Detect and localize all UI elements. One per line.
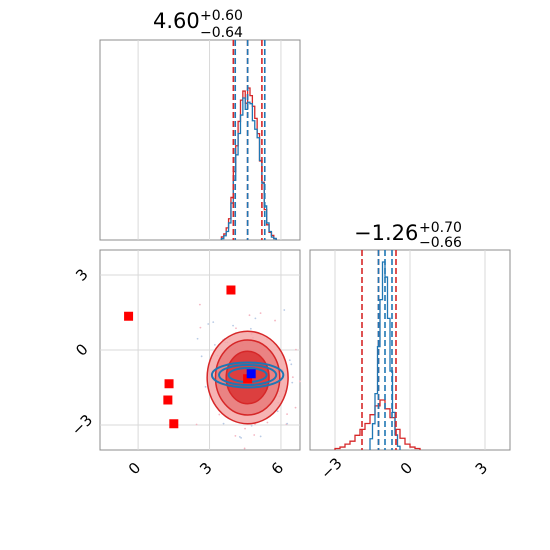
red-square-marker	[164, 379, 174, 389]
title-lower-error: −0.66	[419, 235, 462, 251]
red-square-marker	[169, 419, 179, 429]
sample-point	[286, 413, 288, 416]
red-histogram-series	[220, 87, 277, 240]
sample-point	[249, 327, 252, 330]
title-upper-error: +0.70	[419, 220, 462, 236]
marginal-histogram-param-1: 4.60 +0.60 −0.64	[99, 8, 301, 241]
sample-point	[276, 410, 279, 413]
sample-point	[238, 435, 241, 438]
red-histogram	[220, 87, 277, 240]
y-tick-label: 0	[72, 340, 91, 359]
quantile-lines	[232, 40, 266, 240]
sample-point	[199, 326, 202, 329]
sample-point	[213, 343, 216, 346]
sample-point	[250, 424, 253, 427]
sample-point	[266, 421, 269, 424]
x-tick-labels: 0 3 6	[125, 459, 287, 478]
title-lower-error: −0.64	[200, 25, 243, 41]
x-tick-label: −3	[317, 454, 345, 482]
sample-point	[253, 434, 256, 436]
red-histogram	[334, 399, 421, 450]
sample-point	[259, 435, 262, 438]
sample-point	[254, 317, 257, 320]
sample-point	[222, 422, 225, 425]
y-tick-label: 3	[72, 265, 91, 284]
sample-point	[234, 434, 237, 437]
blue-histogram-series	[220, 97, 277, 240]
blue-contours	[210, 361, 285, 389]
x-tick-label: 3	[196, 459, 215, 478]
sample-point	[298, 380, 301, 383]
gridlines	[334, 250, 486, 450]
x-tick-label: 0	[125, 459, 144, 478]
2d-contour-panel: 0 3 6 3 0 −3	[68, 249, 301, 478]
sample-point	[290, 363, 293, 366]
sample-point	[248, 314, 251, 317]
sample-point	[291, 376, 294, 379]
sample-point	[283, 309, 286, 311]
sample-point	[240, 436, 243, 439]
sample-point	[212, 321, 215, 324]
sample-point	[259, 312, 262, 314]
panel-frame	[99, 39, 301, 241]
x-tick-label: 0	[397, 459, 416, 478]
title-value: −1.26	[354, 221, 418, 245]
blue-contour-level	[218, 364, 278, 386]
blue-histogram	[220, 97, 277, 240]
markers	[124, 285, 256, 429]
red-square-marker	[124, 311, 134, 321]
sample-point	[288, 359, 291, 362]
red-histogram-series	[334, 399, 421, 450]
x-tick-label: 6	[268, 459, 287, 478]
y-tick-label: −3	[68, 411, 96, 439]
sample-point	[274, 319, 276, 322]
sample-point	[295, 348, 297, 351]
sample-point	[204, 385, 207, 388]
y-tick-labels: 3 0 −3	[68, 265, 96, 439]
sample-point	[207, 323, 210, 325]
sample-point	[218, 413, 221, 416]
marginal-histogram-param-2: −3 0 3 −1.26 +0.70 −0.66	[309, 220, 511, 483]
quantile-lines	[361, 250, 397, 450]
red-square-marker	[243, 374, 253, 384]
sample-point	[291, 381, 294, 384]
title-upper-error: +0.60	[200, 8, 243, 24]
sample-point	[232, 324, 234, 327]
sample-point	[200, 355, 203, 358]
sample-point	[235, 327, 237, 330]
title-value: 4.60	[153, 9, 200, 33]
sample-point	[244, 427, 246, 430]
red-contours	[206, 330, 289, 425]
x-tick-label: 3	[472, 459, 491, 478]
blue-contour-level	[210, 361, 285, 389]
x-tick-labels: −3 0 3	[317, 454, 491, 482]
sample-point	[196, 337, 199, 340]
gridlines	[100, 250, 300, 450]
red-square-marker	[226, 285, 236, 295]
sample-point	[286, 422, 289, 425]
sample-point	[243, 447, 246, 450]
sample-point	[195, 423, 198, 426]
gridlines	[137, 40, 282, 240]
sample-point	[294, 406, 297, 409]
blue-square-marker	[246, 369, 256, 379]
sample-point	[198, 303, 201, 306]
red-square-marker	[163, 395, 173, 405]
